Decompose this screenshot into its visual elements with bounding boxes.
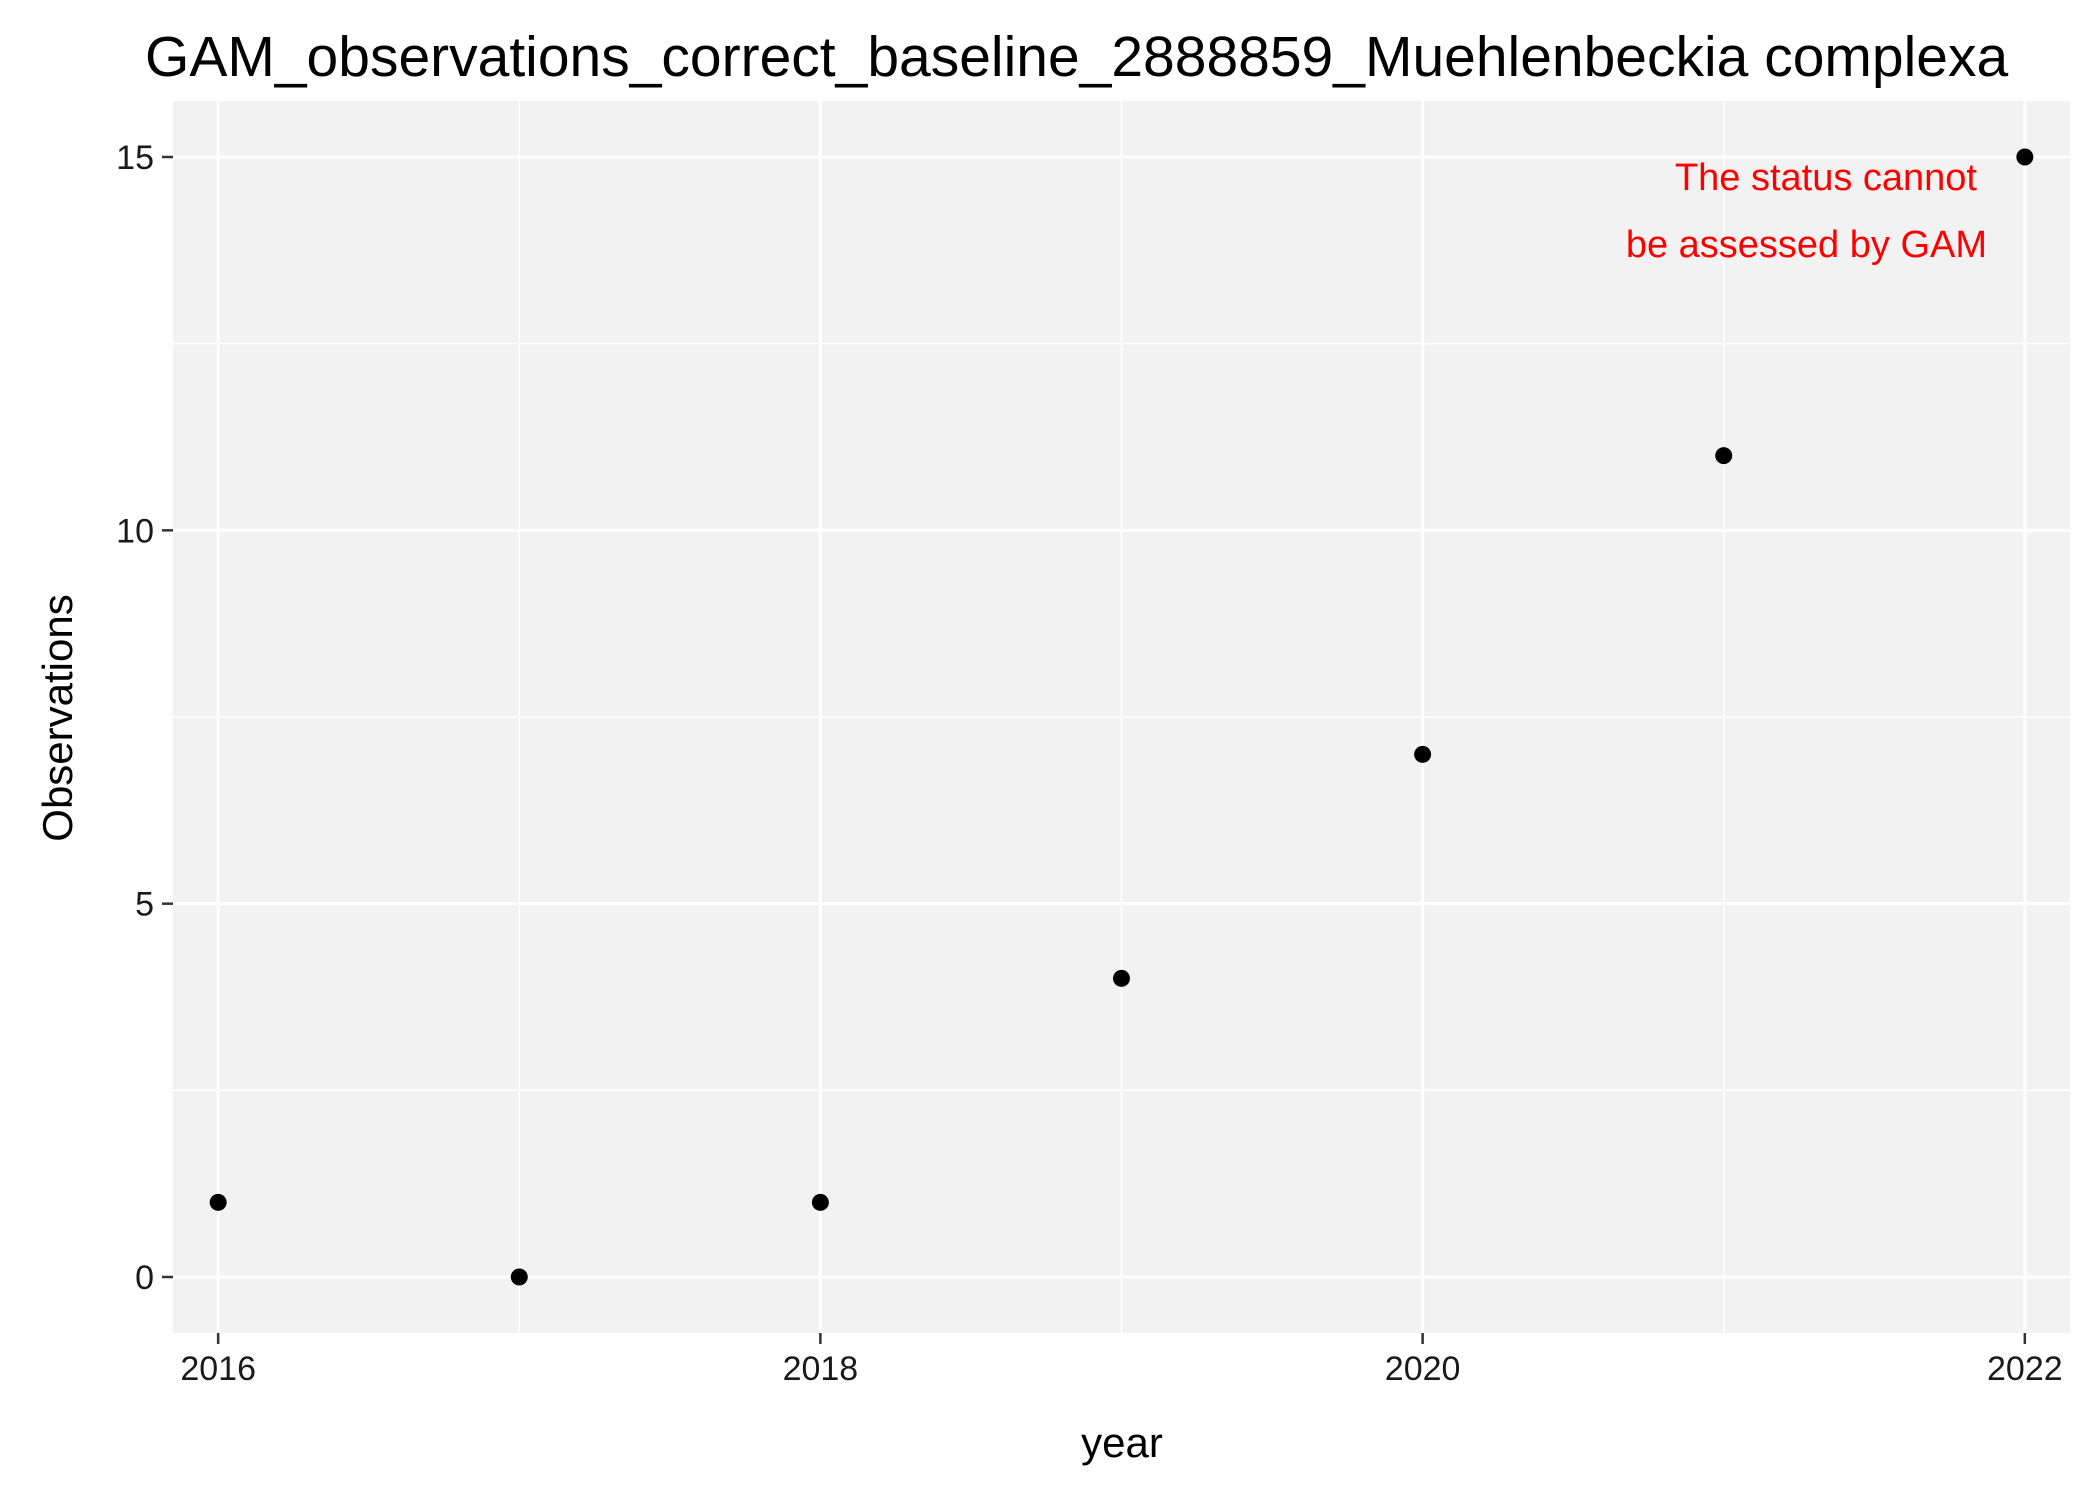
data-point bbox=[1715, 447, 1733, 465]
y-tick-label: 10 bbox=[116, 512, 154, 550]
data-point bbox=[1414, 745, 1432, 763]
x-axis: 2016 2018 2020 2022 bbox=[180, 1333, 2063, 1388]
data-point bbox=[2016, 148, 2034, 166]
data-point bbox=[1113, 969, 1130, 987]
x-tick-label: 2022 bbox=[1987, 1350, 2063, 1388]
minor-gridlines bbox=[173, 101, 2070, 1333]
x-tick-label: 2016 bbox=[180, 1350, 256, 1388]
data-point bbox=[209, 1193, 227, 1211]
x-tick-label: 2018 bbox=[783, 1350, 859, 1388]
data-point bbox=[811, 1193, 829, 1211]
y-tick-label: 5 bbox=[135, 886, 154, 924]
y-tick-label: 0 bbox=[135, 1259, 154, 1297]
chart-title: GAM_observations_correct_baseline_288885… bbox=[145, 25, 2008, 89]
annotation-line-1: The status cannot bbox=[1675, 157, 1978, 199]
major-gridlines bbox=[173, 101, 2070, 1333]
data-point bbox=[510, 1268, 528, 1286]
y-axis-title: Observations bbox=[34, 594, 81, 841]
data-points bbox=[209, 148, 2034, 1286]
annotation-line-2: be assessed by GAM bbox=[1626, 224, 1987, 266]
x-axis-title: year bbox=[1081, 1419, 1163, 1466]
x-tick-label: 2020 bbox=[1385, 1350, 1461, 1388]
y-tick-label: 15 bbox=[116, 139, 154, 177]
y-axis: 0 5 10 15 bbox=[116, 139, 173, 1297]
status-annotation: The status cannot be assessed by GAM bbox=[1626, 157, 1987, 266]
